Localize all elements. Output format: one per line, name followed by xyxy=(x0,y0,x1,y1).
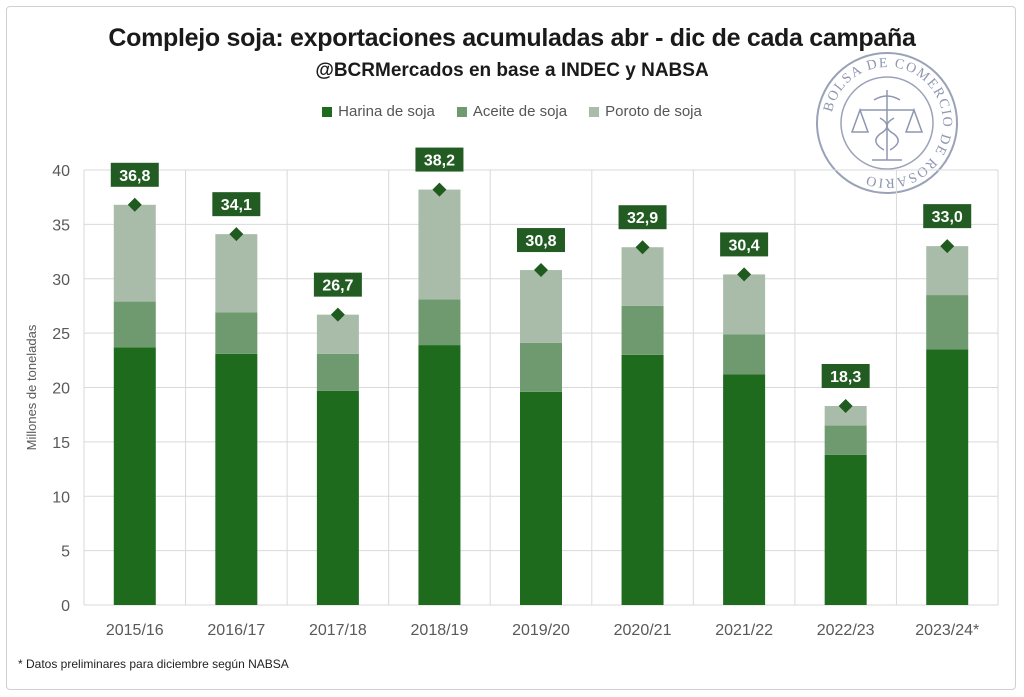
legend-label-aceite: Aceite de soja xyxy=(472,103,568,120)
bar-segment-aceite xyxy=(418,299,461,346)
chart-title: Complejo soja: exportaciones acumuladas … xyxy=(108,24,916,52)
total-marker xyxy=(737,267,752,282)
bar-segment-aceite xyxy=(723,334,766,375)
y-tick-label: 10 xyxy=(52,489,70,506)
bar-segment-harina xyxy=(215,353,258,605)
bar-segment-harina xyxy=(723,374,766,605)
bar-segment-poroto xyxy=(824,405,867,426)
x-tick-label: 2017/18 xyxy=(309,622,367,639)
bar-segment-aceite xyxy=(520,342,562,392)
total-marker xyxy=(229,227,244,242)
total-marker xyxy=(838,398,853,413)
bar-segment-aceite xyxy=(621,305,664,355)
x-tick-label: 2023/24* xyxy=(915,622,979,639)
y-tick-label: 5 xyxy=(61,544,70,561)
legend-item-poroto: Poroto de soja xyxy=(589,103,702,120)
x-tick-label: 2021/22 xyxy=(715,622,773,639)
y-tick-label: 15 xyxy=(52,435,70,452)
total-data-label: 18,3 xyxy=(830,369,861,386)
total-label-box xyxy=(618,205,667,230)
caduceus-scales-icon xyxy=(850,90,924,161)
total-label-box xyxy=(110,162,159,187)
legend-label-harina: Harina de soja xyxy=(338,103,435,120)
total-marker xyxy=(940,239,955,254)
bar-segment-aceite xyxy=(215,312,258,354)
bcr-seal-logo: BOLSA DE COMERCIO DE ROSARIO xyxy=(816,52,958,194)
y-tick-label: 20 xyxy=(52,381,70,398)
bar-segment-harina xyxy=(520,391,562,605)
total-marker xyxy=(432,182,447,197)
x-tick-label: 2018/19 xyxy=(411,622,469,639)
total-label-box xyxy=(212,192,261,217)
legend-item-aceite: Aceite de soja xyxy=(456,103,568,120)
x-tick-label: 2020/21 xyxy=(614,622,672,639)
bar-segment-harina xyxy=(316,390,359,605)
y-tick-label: 25 xyxy=(52,326,70,343)
y-tick-label: 30 xyxy=(52,272,70,289)
bar-segment-aceite xyxy=(926,295,969,350)
y-tick-label: 35 xyxy=(52,217,70,234)
total-marker xyxy=(127,197,142,212)
x-tick-label: 2022/23 xyxy=(817,622,875,639)
y-axis-title: Millones de toneladas xyxy=(24,324,39,450)
chart-legend: Harina de soja Aceite de soja Poroto de … xyxy=(0,103,1024,120)
total-data-label: 34,1 xyxy=(221,197,252,214)
total-data-label: 36,8 xyxy=(119,168,150,185)
legend-item-harina: Harina de soja xyxy=(322,103,435,120)
total-label-box xyxy=(415,147,464,172)
total-label-box xyxy=(720,232,769,257)
total-label-box xyxy=(313,272,362,297)
bar-segment-aceite xyxy=(824,425,867,455)
total-data-label: 32,9 xyxy=(627,210,658,227)
bar-segment-poroto xyxy=(723,274,766,335)
footnote: * Datos preliminares para diciembre segú… xyxy=(18,657,289,671)
bar-segment-poroto xyxy=(113,204,156,302)
bar-segment-harina xyxy=(621,354,664,605)
total-data-label: 30,4 xyxy=(729,237,760,254)
chart-subtitle: @BCRMercados en base a INDEC y NABSA xyxy=(315,60,709,81)
total-data-label: 33,0 xyxy=(932,209,963,226)
x-tick-label: 2016/17 xyxy=(207,622,265,639)
total-marker xyxy=(534,263,548,278)
bar-segment-harina xyxy=(113,347,156,605)
legend-swatch-poroto xyxy=(589,106,600,117)
total-marker xyxy=(330,307,345,322)
total-data-label: 26,7 xyxy=(322,278,353,295)
bar-segment-aceite xyxy=(316,353,359,391)
bar-segment-poroto xyxy=(418,189,461,300)
bar-segment-poroto xyxy=(926,246,969,296)
total-marker xyxy=(635,240,650,255)
bar-segment-poroto xyxy=(520,270,562,343)
bar-segment-harina xyxy=(926,349,969,605)
total-label-box xyxy=(517,228,565,253)
total-data-label: 38,2 xyxy=(424,153,455,170)
total-data-label: 30,8 xyxy=(525,233,556,250)
x-tick-label: 2019/20 xyxy=(512,622,570,639)
total-label-box xyxy=(923,204,972,229)
y-tick-label: 0 xyxy=(61,598,70,615)
bar-segment-aceite xyxy=(113,301,156,348)
bar-segment-poroto xyxy=(215,234,258,313)
y-tick-label: 40 xyxy=(52,163,70,180)
bar-segment-poroto xyxy=(621,247,664,306)
bar-segment-harina xyxy=(824,454,867,605)
legend-swatch-harina xyxy=(322,106,333,117)
legend-swatch-aceite xyxy=(456,106,467,117)
total-label-box xyxy=(821,363,870,388)
legend-label-poroto: Poroto de soja xyxy=(605,103,702,120)
bar-segment-harina xyxy=(418,345,461,605)
x-tick-label: 2015/16 xyxy=(106,622,164,639)
